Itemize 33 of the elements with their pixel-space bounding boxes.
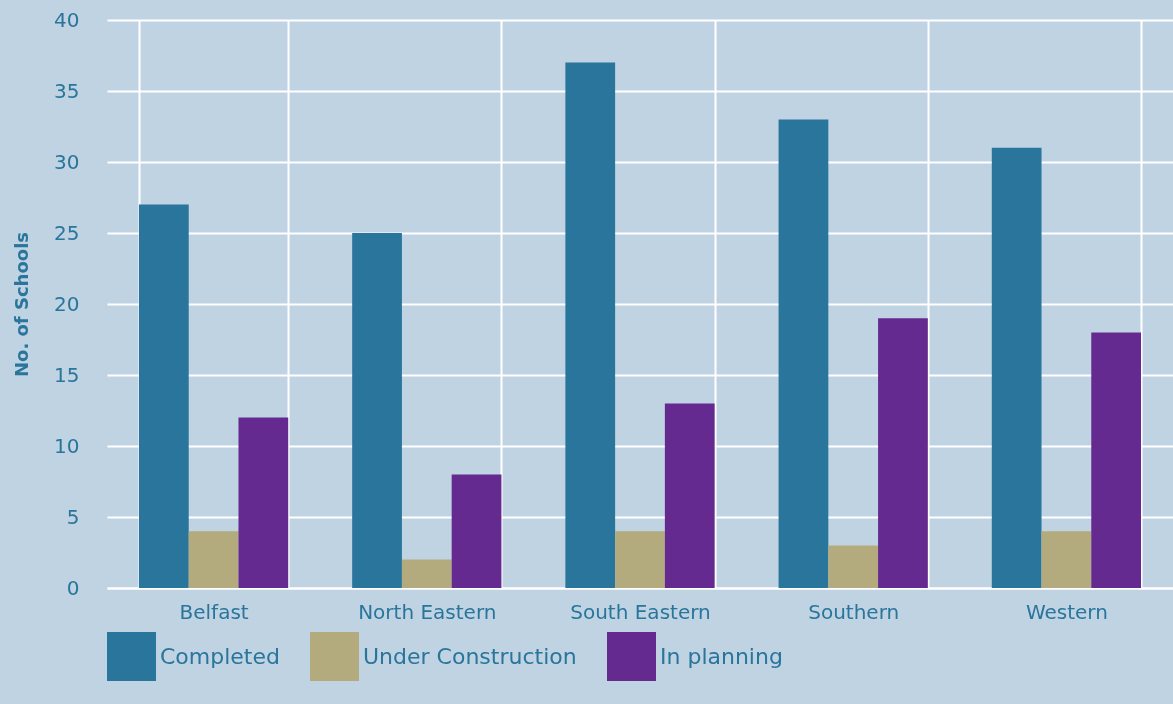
legend-label: Completed: [160, 643, 280, 669]
bar: [138, 204, 189, 588]
y-tick-label: 5: [66, 504, 80, 529]
bar: [828, 545, 879, 588]
y-tick-label: 0: [66, 575, 80, 600]
bar: [1091, 332, 1142, 588]
y-tick-label: 40: [54, 7, 80, 32]
bar: [778, 119, 829, 588]
x-tick-label: Western: [1025, 599, 1108, 624]
x-tick-label: Belfast: [179, 599, 249, 624]
bar: [615, 531, 665, 588]
x-tick-label: North Eastern: [358, 599, 497, 624]
bar: [188, 531, 239, 588]
y-axis-title: No. of Schools: [11, 231, 33, 378]
bar: [878, 318, 928, 588]
y-tick-label: 35: [54, 78, 80, 103]
bar: [352, 233, 402, 588]
legend-label: Under Construction: [363, 643, 577, 669]
y-tick-label: 15: [54, 362, 80, 387]
bar: [565, 62, 616, 588]
x-tick-label: Southern: [808, 599, 900, 624]
x-tick-label: South Eastern: [570, 599, 711, 624]
bar: [451, 474, 502, 588]
bar: [401, 559, 452, 588]
bar: [664, 403, 715, 588]
bar: [991, 147, 1042, 588]
legend-label: In planning: [660, 643, 783, 669]
bar: [1041, 531, 1092, 588]
y-tick-label: 30: [54, 149, 80, 174]
bar: [238, 417, 289, 588]
y-tick-label: 25: [54, 220, 80, 245]
y-tick-label: 10: [54, 433, 80, 458]
y-tick-label: 20: [54, 291, 80, 316]
